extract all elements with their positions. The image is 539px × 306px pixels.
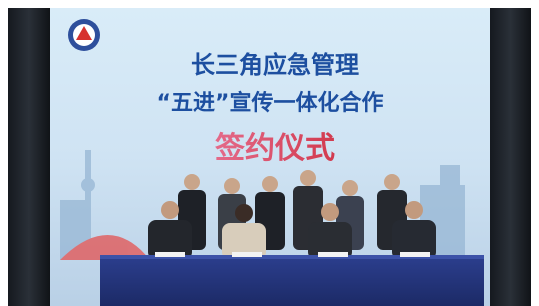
screen-title: 长三角应急管理 — [191, 51, 359, 79]
curtain-right — [490, 8, 531, 306]
photo: 长三角应急管理 “五进”宣传一体化合作 签约仪式 — [0, 0, 539, 306]
curtain-left — [8, 8, 50, 306]
logo — [68, 19, 100, 51]
screen-subtitle: “五进”宣传一体化合作 — [157, 90, 384, 116]
signing-table — [100, 255, 484, 306]
ceremony-text: 签约仪式 — [215, 131, 335, 166]
